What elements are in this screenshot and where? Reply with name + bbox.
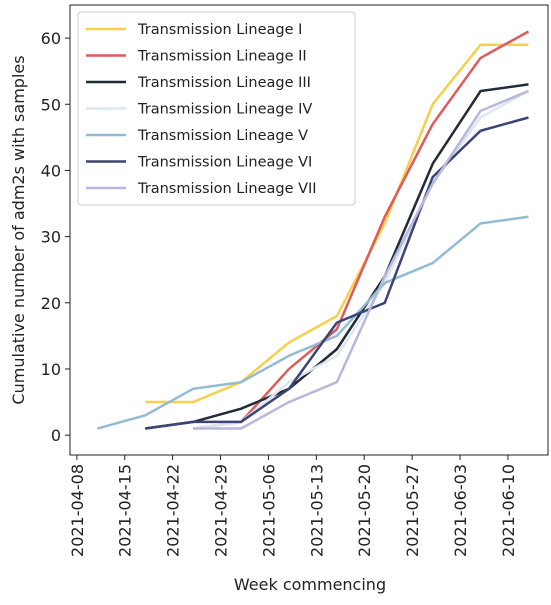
y-tick-label: 10 [41, 360, 61, 379]
y-tick-label: 30 [41, 228, 61, 247]
series-line [193, 89, 529, 430]
x-tick-label: 2021-06-03 [451, 464, 470, 557]
y-tick-label: 20 [41, 294, 61, 313]
series-line [145, 83, 529, 430]
x-tick-label: 2021-05-27 [403, 464, 422, 557]
y-axis-label: Cumulative number of adm2s with samples [9, 55, 28, 404]
y-tick-label: 50 [41, 95, 61, 114]
y-tick-label: 0 [51, 426, 61, 445]
legend: Transmission Lineage I Transmission Linea… [77, 11, 356, 206]
legend-label: Transmission Lineage II [137, 49, 307, 65]
x-tick-label: 2021-06-10 [499, 464, 518, 557]
series-line [192, 30, 530, 430]
legend-label: Transmission Lineage III [137, 75, 311, 91]
legend-box [77, 11, 356, 206]
legend-label: Transmission Lineage V [137, 128, 308, 144]
series-line [145, 116, 529, 430]
legend-label: Transmission Lineage IV [137, 102, 312, 118]
x-tick-label: 2021-04-22 [164, 464, 183, 557]
legend-label: Transmission Lineage VII [137, 181, 317, 197]
x-tick-label: 2021-04-29 [212, 464, 231, 557]
x-axis-label: Week commencing [234, 575, 386, 594]
x-tick-label: 2021-04-08 [68, 464, 87, 557]
series-line [145, 43, 529, 404]
x-tick-label: 2021-05-13 [307, 464, 326, 557]
y-tick-label: 40 [41, 161, 61, 180]
plot-frame [69, 4, 549, 456]
series-line [97, 215, 529, 430]
y-tick-label: 60 [41, 29, 61, 48]
x-tick-label: 2021-05-06 [259, 464, 278, 557]
x-tick-label: 2021-04-15 [116, 464, 135, 557]
legend-label: Transmission Lineage I [137, 22, 302, 38]
legend-label: Transmission Lineage VI [137, 155, 312, 171]
x-tick-label: 2021-05-20 [355, 464, 374, 557]
